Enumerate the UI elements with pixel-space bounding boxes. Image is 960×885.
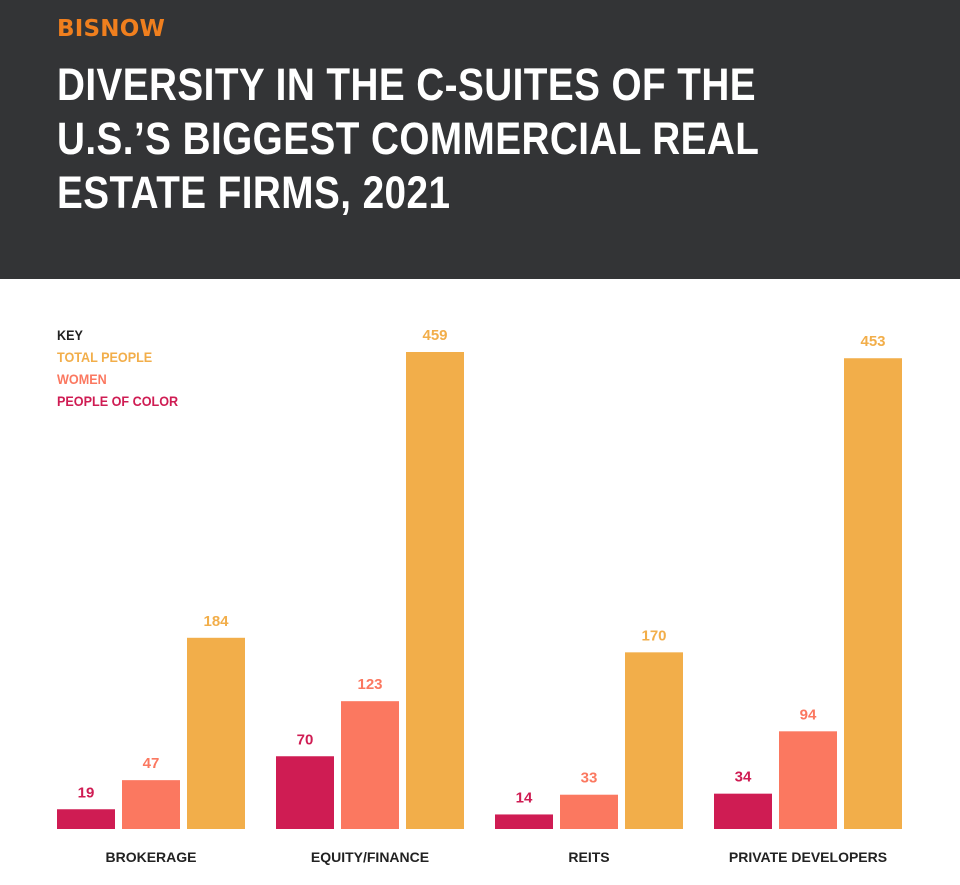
legend-item-total-people: TOTAL PEOPLE bbox=[57, 349, 153, 365]
legend-item-women: WOMEN bbox=[57, 371, 107, 387]
bar-private-developers-people-of-color bbox=[714, 793, 772, 829]
legend-item-people-of-color: PEOPLE OF COLOR bbox=[57, 393, 179, 409]
category-label-reits: REITS bbox=[568, 849, 609, 865]
data-label-brokerage-total-people: 184 bbox=[203, 613, 229, 630]
category-label-private-developers: PRIVATE DEVELOPERS bbox=[729, 849, 887, 865]
bar-brokerage-total-people bbox=[187, 637, 245, 829]
bar-private-developers-total-people bbox=[844, 358, 902, 829]
bar-chart: 19 47 184 BROKERAGE 70 123 459 EQUITY/FINANCE 14… bbox=[57, 327, 902, 865]
legend-title: KEY bbox=[57, 327, 83, 343]
bar-equity-finance-total-people bbox=[406, 352, 464, 829]
bar-reits-total-people bbox=[625, 652, 683, 829]
bar-private-developers-women bbox=[779, 731, 837, 829]
bar-reits-women bbox=[560, 794, 618, 829]
data-label-private-developers-people-of-color: 34 bbox=[735, 769, 752, 786]
category-label-equity-finance: EQUITY/FINANCE bbox=[311, 849, 429, 865]
data-label-reits-total-people: 170 bbox=[641, 627, 666, 644]
data-label-equity-finance-total-people: 459 bbox=[422, 327, 447, 344]
category-label-brokerage: BROKERAGE bbox=[105, 849, 196, 865]
data-label-private-developers-women: 94 bbox=[800, 706, 817, 723]
header-banner: BISNOW DIVERSITY IN THE C-SUITES OF THE … bbox=[0, 0, 960, 279]
bar-brokerage-women bbox=[122, 780, 180, 829]
data-label-brokerage-people-of-color: 19 bbox=[78, 784, 95, 801]
data-label-reits-women: 33 bbox=[581, 770, 598, 787]
brand-logo: BISNOW bbox=[57, 16, 166, 42]
bar-brokerage-people-of-color bbox=[57, 809, 115, 829]
data-label-private-developers-total-people: 453 bbox=[860, 333, 885, 350]
data-label-equity-finance-women: 123 bbox=[357, 676, 382, 693]
chart-title: DIVERSITY IN THE C-SUITES OF THE U.S.’S … bbox=[57, 59, 759, 218]
bar-equity-finance-women bbox=[341, 701, 399, 829]
data-label-reits-people-of-color: 14 bbox=[516, 789, 533, 806]
bar-equity-finance-people-of-color bbox=[276, 756, 334, 829]
data-label-equity-finance-people-of-color: 70 bbox=[297, 731, 314, 748]
legend: KEY TOTAL PEOPLE WOMEN PEOPLE OF COLOR bbox=[57, 324, 192, 412]
data-label-brokerage-women: 47 bbox=[143, 755, 160, 772]
bar-reits-people-of-color bbox=[495, 814, 553, 829]
